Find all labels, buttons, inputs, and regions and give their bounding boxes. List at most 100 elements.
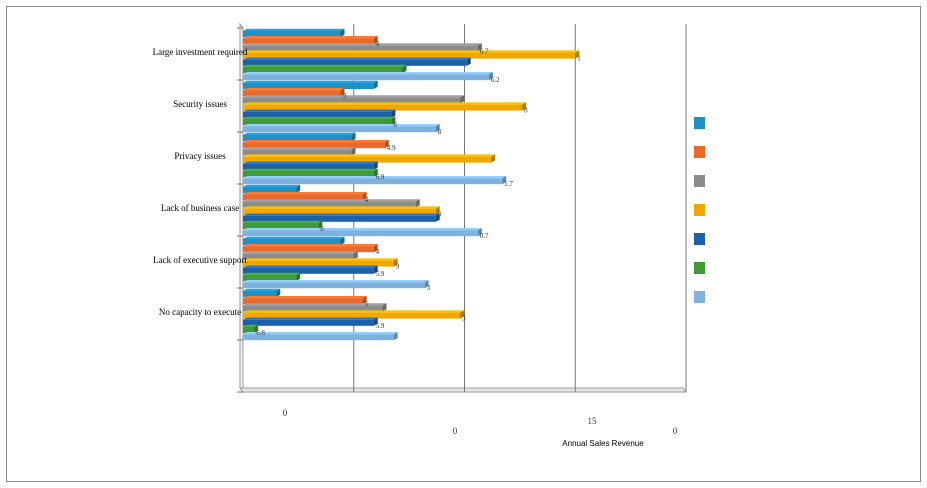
bar-end (373, 36, 378, 45)
bar-top (243, 213, 440, 216)
bar (243, 83, 374, 89)
bar-end (254, 324, 259, 333)
bar-end (502, 176, 507, 185)
bar-end (296, 184, 301, 193)
bar-end (435, 206, 440, 215)
bar-end (393, 332, 398, 341)
bar-top (243, 199, 420, 202)
bar (243, 111, 392, 118)
bar (243, 31, 341, 37)
category-label: No capacity to execute (159, 307, 241, 317)
legend-swatch (694, 233, 705, 245)
bar-top (243, 272, 301, 275)
bar-top (243, 324, 259, 327)
bar-top (243, 280, 429, 283)
data-label: 3 (427, 284, 431, 292)
bar-end (522, 102, 527, 111)
data-label: 3 (462, 315, 466, 323)
data-label: 4 (376, 248, 380, 256)
bar (243, 319, 374, 326)
bar-top (243, 332, 398, 335)
bar-top (243, 88, 345, 91)
bar-top (243, 206, 440, 209)
bar-top (243, 124, 440, 127)
bar-top (243, 228, 482, 231)
bar-end (391, 109, 396, 118)
bar (243, 275, 297, 281)
bar-top (243, 258, 398, 261)
bar (243, 260, 394, 267)
bar (243, 187, 297, 193)
bar (243, 239, 341, 245)
data-label: 5 (365, 300, 369, 308)
bar (243, 97, 461, 104)
bar-top (243, 244, 378, 247)
bar (243, 208, 436, 215)
data-label: 4 (365, 196, 369, 204)
bar (243, 298, 363, 305)
bar-end (575, 50, 580, 59)
bar-end (460, 95, 465, 104)
category-label: Lack of executive support (153, 255, 247, 265)
bar (243, 126, 436, 133)
bar (243, 291, 277, 297)
bar (243, 135, 352, 141)
bar-top (243, 95, 465, 98)
bar-top (243, 176, 507, 179)
bar-top (243, 303, 387, 306)
data-label: 8 (320, 225, 324, 233)
bar-top (243, 132, 356, 135)
data-label: 6.8 (256, 329, 265, 337)
bar-top (243, 28, 345, 31)
bar (243, 327, 255, 333)
data-label: 4.9 (387, 144, 396, 152)
bar-end (296, 272, 301, 281)
side-wall (239, 22, 244, 394)
data-label: 1 (577, 55, 581, 63)
bar (243, 59, 467, 66)
bar-end (351, 147, 356, 156)
bar-top (243, 36, 378, 39)
bar (243, 45, 478, 52)
bar-top (243, 161, 378, 164)
bar-end (402, 64, 407, 73)
bar-end (488, 72, 493, 81)
bar (243, 230, 478, 237)
bar-end (373, 317, 378, 326)
bar (243, 149, 352, 156)
bar-top (243, 236, 345, 239)
bar (243, 267, 374, 274)
bar (243, 246, 374, 253)
bar (243, 201, 416, 208)
legend-swatch (694, 204, 705, 216)
data-label: 8 (524, 107, 528, 115)
bar-end (373, 168, 378, 177)
bar-end (466, 57, 471, 66)
bar-end (424, 280, 429, 289)
category-label: Privacy issues (174, 151, 226, 161)
bar-end (340, 236, 345, 245)
bar-end (340, 28, 345, 37)
bar-end (340, 88, 345, 97)
bar-top (243, 265, 378, 268)
bar-top (243, 184, 301, 187)
data-label: 9 (396, 263, 400, 271)
bar-top (243, 317, 378, 320)
bar-top (243, 251, 358, 254)
bar-top (243, 57, 471, 60)
data-label: 4 (376, 40, 380, 48)
data-label: 8 (438, 128, 442, 136)
bar-top (243, 116, 396, 119)
data-label: 9 (342, 92, 346, 100)
legend-swatch (694, 262, 705, 274)
bar-end (373, 161, 378, 170)
bar-top (243, 72, 493, 75)
bar-top (243, 140, 389, 143)
bar-end (384, 140, 389, 149)
bar-end (373, 80, 378, 89)
bar (243, 67, 403, 73)
bar-end (415, 199, 420, 208)
bar-end (391, 116, 396, 125)
bar-end (382, 303, 387, 312)
category-label: Security issues (173, 99, 227, 109)
